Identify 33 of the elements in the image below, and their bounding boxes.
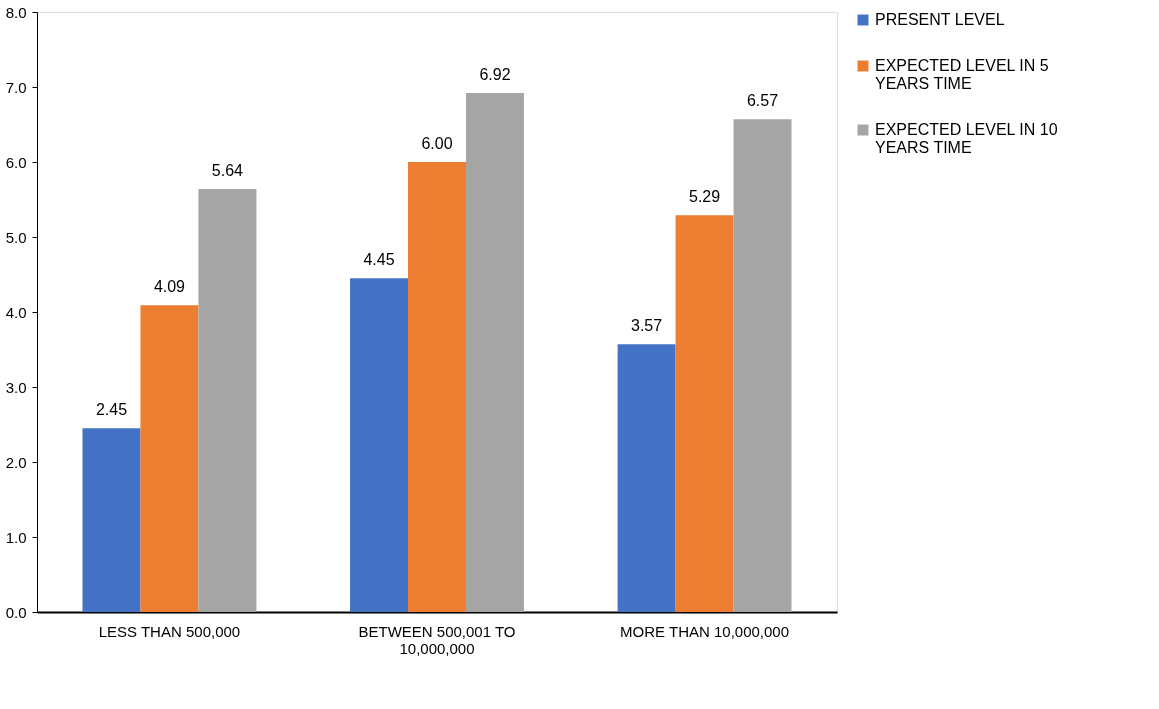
- y-tick-label: 7.0: [5, 78, 27, 96]
- y-tick-label: 6.0: [5, 153, 27, 171]
- x-tick-label: LESS THAN 500,000: [98, 622, 241, 640]
- data-label: 6.00: [421, 135, 453, 152]
- bar: [408, 162, 466, 612]
- data-label: 3.57: [631, 317, 663, 335]
- bar: [198, 189, 257, 612]
- bar: [465, 93, 524, 612]
- x-tick-label: BETWEEN 500,001 TO 10,000,000: [358, 622, 516, 657]
- data-label: 4.09: [153, 278, 186, 296]
- y-tick-label: 4.0: [5, 303, 27, 321]
- data-label: 5.29: [688, 188, 721, 206]
- y-tick-label: 0.0: [5, 603, 27, 621]
- y-tick-label: 2.0: [5, 453, 27, 471]
- legend-label: PRESENT LEVEL: [875, 11, 1005, 28]
- bar: [350, 278, 409, 612]
- data-label: 6.92: [479, 66, 511, 83]
- data-label: 6.57: [746, 92, 779, 110]
- y-tick-label: 3.0: [5, 378, 27, 396]
- y-tick-label: 1.0: [5, 528, 27, 546]
- bar: [733, 119, 792, 612]
- bar: [675, 215, 734, 612]
- data-label: 2.45: [95, 401, 128, 419]
- legend-label: EXPECTED LEVEL IN 5 YEARS TIME: [875, 57, 1049, 92]
- bar: [617, 344, 676, 612]
- data-label: 5.64: [211, 162, 244, 179]
- bar: [82, 428, 141, 612]
- bar: [140, 305, 199, 612]
- y-tick-label: 8.0: [5, 3, 27, 21]
- legend-label: EXPECTED LEVEL IN 10 YEARS TIME: [875, 121, 1058, 156]
- y-tick-label: 5.0: [5, 228, 27, 246]
- x-tick-label: MORE THAN 10,000,000: [620, 622, 790, 640]
- data-label: 4.45: [363, 251, 395, 269]
